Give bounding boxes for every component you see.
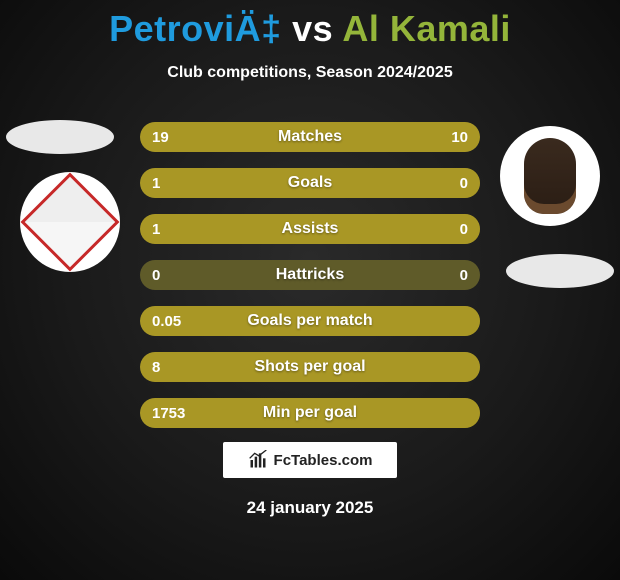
stat-row: 1753Min per goal bbox=[140, 398, 480, 428]
stat-label: Goals bbox=[140, 168, 480, 198]
player2-avatar bbox=[500, 126, 600, 226]
stat-row: 00Hattricks bbox=[140, 260, 480, 290]
stat-row: 10Assists bbox=[140, 214, 480, 244]
stat-label: Goals per match bbox=[140, 306, 480, 336]
player2-club-oval bbox=[506, 254, 614, 288]
stat-row: 1910Matches bbox=[140, 122, 480, 152]
player2-name: Al Kamali bbox=[342, 8, 511, 49]
player1-avatar bbox=[20, 172, 120, 272]
stat-label: Shots per goal bbox=[140, 352, 480, 382]
player1-name: PetroviÄ‡ bbox=[109, 8, 282, 49]
player1-club-oval bbox=[6, 120, 114, 154]
stat-label: Min per goal bbox=[140, 398, 480, 428]
branding: FcTables.com bbox=[223, 442, 397, 478]
chart-icon bbox=[248, 450, 268, 470]
stat-label: Assists bbox=[140, 214, 480, 244]
stats-container: 1910Matches 10Goals 10Assists 00Hattricks 0.… bbox=[140, 122, 480, 444]
date: 24 january 2025 bbox=[0, 498, 620, 518]
subtitle: Club competitions, Season 2024/2025 bbox=[0, 64, 620, 82]
stat-row: 8Shots per goal bbox=[140, 352, 480, 382]
stat-row: 0.05Goals per match bbox=[140, 306, 480, 336]
stat-label: Matches bbox=[140, 122, 480, 152]
vs-text: vs bbox=[292, 8, 333, 49]
branding-text: FcTables.com bbox=[274, 452, 373, 469]
stat-label: Hattricks bbox=[140, 260, 480, 290]
page-title: PetroviÄ‡ vs Al Kamali bbox=[0, 0, 620, 50]
stat-row: 10Goals bbox=[140, 168, 480, 198]
